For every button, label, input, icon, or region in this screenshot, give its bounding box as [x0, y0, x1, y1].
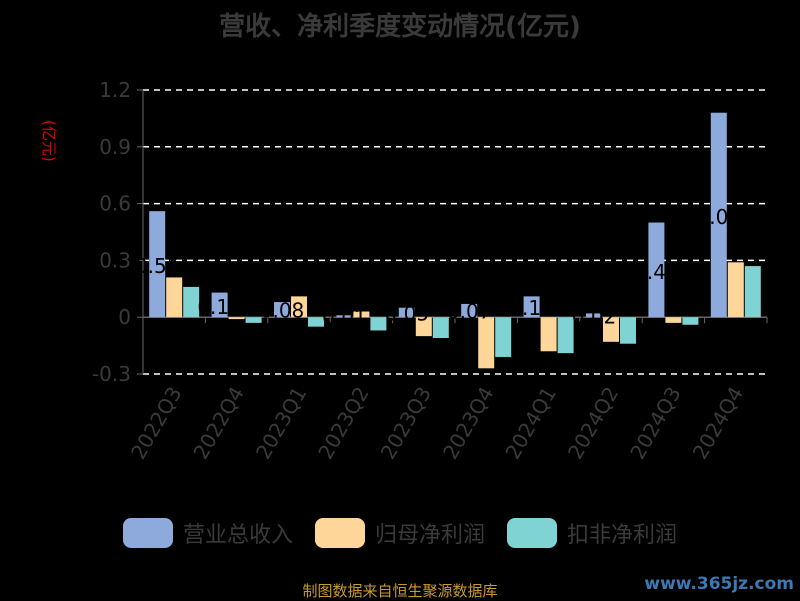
- bar-revenue: [211, 292, 228, 318]
- bar-revenue: [648, 222, 665, 318]
- x-tick-label: 2023Q4: [438, 383, 498, 464]
- y-axis-label: (亿元): [40, 120, 58, 162]
- bar-net-profit: [228, 317, 245, 320]
- data-source-note: 制图数据来自恒生聚源数据库: [302, 582, 498, 600]
- x-tick-label: 2023Q3: [376, 383, 436, 464]
- y-tick-label: 0: [118, 305, 131, 329]
- bar-net-profit: [478, 317, 495, 369]
- bar-net-profit: [603, 317, 619, 342]
- y-tick-label: 1.2: [99, 78, 131, 102]
- bar-deducted-net-profit: [682, 317, 699, 325]
- bar-revenue: [274, 302, 290, 318]
- bar-revenue: [710, 112, 727, 318]
- bar-net-profit: [540, 317, 557, 352]
- bar-net-profit: [415, 317, 432, 337]
- bar-revenue: [523, 296, 540, 318]
- x-tick-label: 2022Q4: [188, 383, 248, 464]
- bar-revenue: [336, 315, 353, 318]
- bar-revenue: [586, 313, 602, 318]
- y-tick-label: 0.3: [99, 248, 131, 272]
- bar-deducted-net-profit: [245, 317, 262, 323]
- data-label: 0.07: [447, 300, 492, 324]
- bar-revenue: [398, 307, 415, 318]
- chart-title: 营收、净利季度变动情况(亿元): [219, 12, 581, 42]
- bar-deducted-net-profit: [432, 317, 449, 339]
- y-tick-label: -0.3: [92, 362, 131, 386]
- x-tick-label: 2024Q1: [500, 383, 560, 464]
- data-label: 0.05: [385, 301, 430, 325]
- x-tick-label: 2023Q2: [313, 383, 373, 464]
- bar-revenue: [149, 211, 166, 318]
- data-label: 0.12: [197, 295, 242, 319]
- bar-deducted-net-profit: [308, 317, 324, 327]
- bar-deducted-net-profit: [495, 317, 512, 357]
- legend-item-deducted-net-profit[interactable]: 扣非净利润: [507, 517, 677, 549]
- legend: 营业总收入 归母净利润 扣非净利润: [0, 517, 800, 549]
- bar-revenue: [461, 303, 478, 318]
- bar-deducted-net-profit: [620, 317, 636, 344]
- y-tick-label: 0.6: [99, 192, 131, 216]
- legend-item-revenue[interactable]: 营业总收入: [122, 517, 293, 549]
- legend-label-revenue: 营业总收入: [182, 523, 293, 548]
- data-label: 0.02: [572, 304, 617, 328]
- bar-deducted-net-profit: [183, 286, 200, 318]
- y-tick-label: 0.9: [99, 135, 131, 159]
- bar-net-profit: [166, 277, 183, 318]
- bar-deducted-net-profit: [557, 317, 574, 354]
- data-label: 1.07: [697, 205, 742, 229]
- data-label: 0.49: [634, 260, 679, 284]
- x-tick-label: 2023Q1: [251, 383, 311, 464]
- legend-label-net-profit: 归母净利润: [374, 523, 485, 548]
- legend-swatch-revenue: [122, 518, 173, 548]
- data-label: 0.08: [260, 299, 305, 323]
- bar-net-profit: [291, 296, 307, 318]
- bar-net-profit: [665, 317, 682, 323]
- legend-item-net-profit[interactable]: 归母净利润: [314, 517, 485, 549]
- bar-net-profit: [353, 311, 370, 318]
- legend-label-deducted-net-profit: 扣非净利润: [567, 523, 678, 548]
- data-label: 0.55: [135, 254, 180, 278]
- bar-deducted-net-profit: [744, 266, 761, 318]
- x-tick-label: 2024Q4: [688, 383, 748, 464]
- data-label: 0.11: [509, 296, 554, 320]
- x-tick-label: 2024Q2: [563, 383, 623, 464]
- x-tick-label: 2024Q3: [625, 383, 685, 464]
- data-label: 0.01: [322, 305, 367, 329]
- legend-swatch-net-profit: [314, 518, 365, 548]
- bar-net-profit: [727, 262, 744, 318]
- legend-swatch-deducted-net-profit: [507, 518, 557, 548]
- watermark: www.365jz.com: [644, 574, 794, 594]
- x-tick-label: 2022Q3: [126, 383, 186, 464]
- bar-deducted-net-profit: [370, 317, 387, 331]
